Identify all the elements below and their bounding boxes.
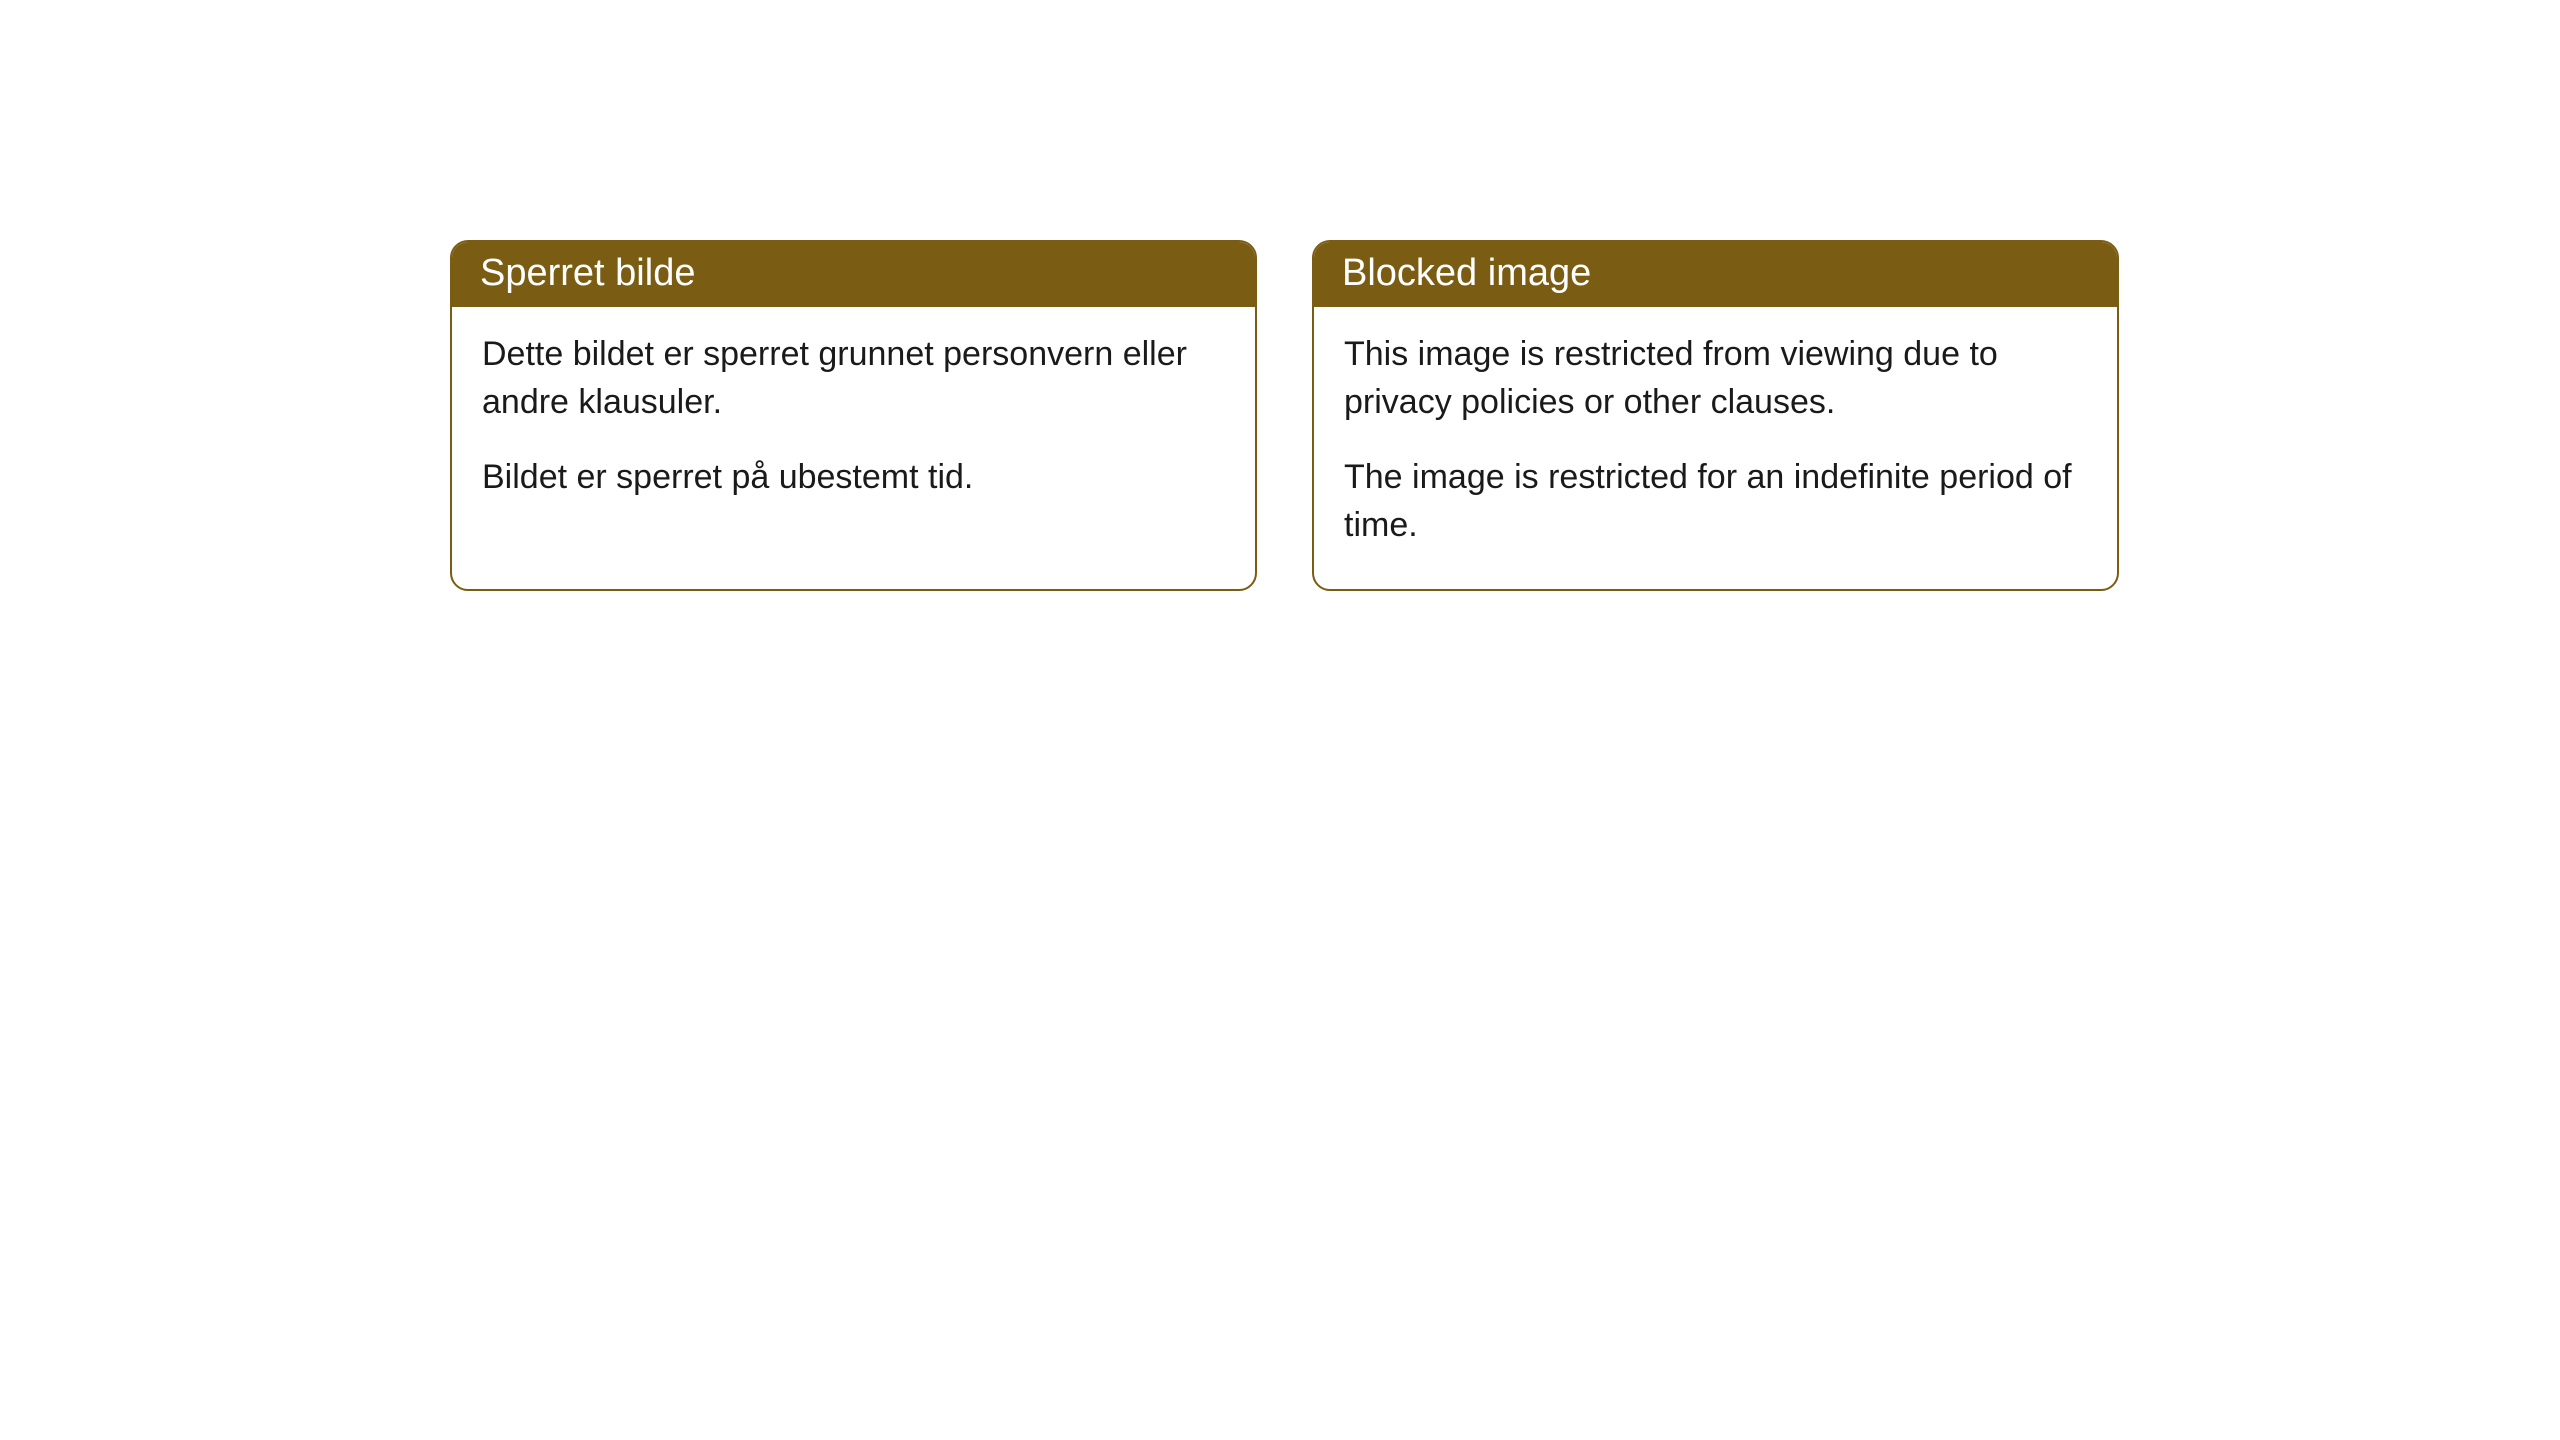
notice-paragraph: Bildet er sperret på ubestemt tid. bbox=[482, 454, 1225, 502]
card-body: This image is restricted from viewing du… bbox=[1314, 307, 2117, 589]
notice-cards-container: Sperret bilde Dette bildet er sperret gr… bbox=[450, 240, 2119, 591]
notice-paragraph: This image is restricted from viewing du… bbox=[1344, 331, 2087, 426]
notice-paragraph: Dette bildet er sperret grunnet personve… bbox=[482, 331, 1225, 426]
blocked-image-card-norwegian: Sperret bilde Dette bildet er sperret gr… bbox=[450, 240, 1257, 591]
card-body: Dette bildet er sperret grunnet personve… bbox=[452, 307, 1255, 542]
blocked-image-card-english: Blocked image This image is restricted f… bbox=[1312, 240, 2119, 591]
card-header: Sperret bilde bbox=[452, 242, 1255, 307]
notice-paragraph: The image is restricted for an indefinit… bbox=[1344, 454, 2087, 549]
card-header: Blocked image bbox=[1314, 242, 2117, 307]
